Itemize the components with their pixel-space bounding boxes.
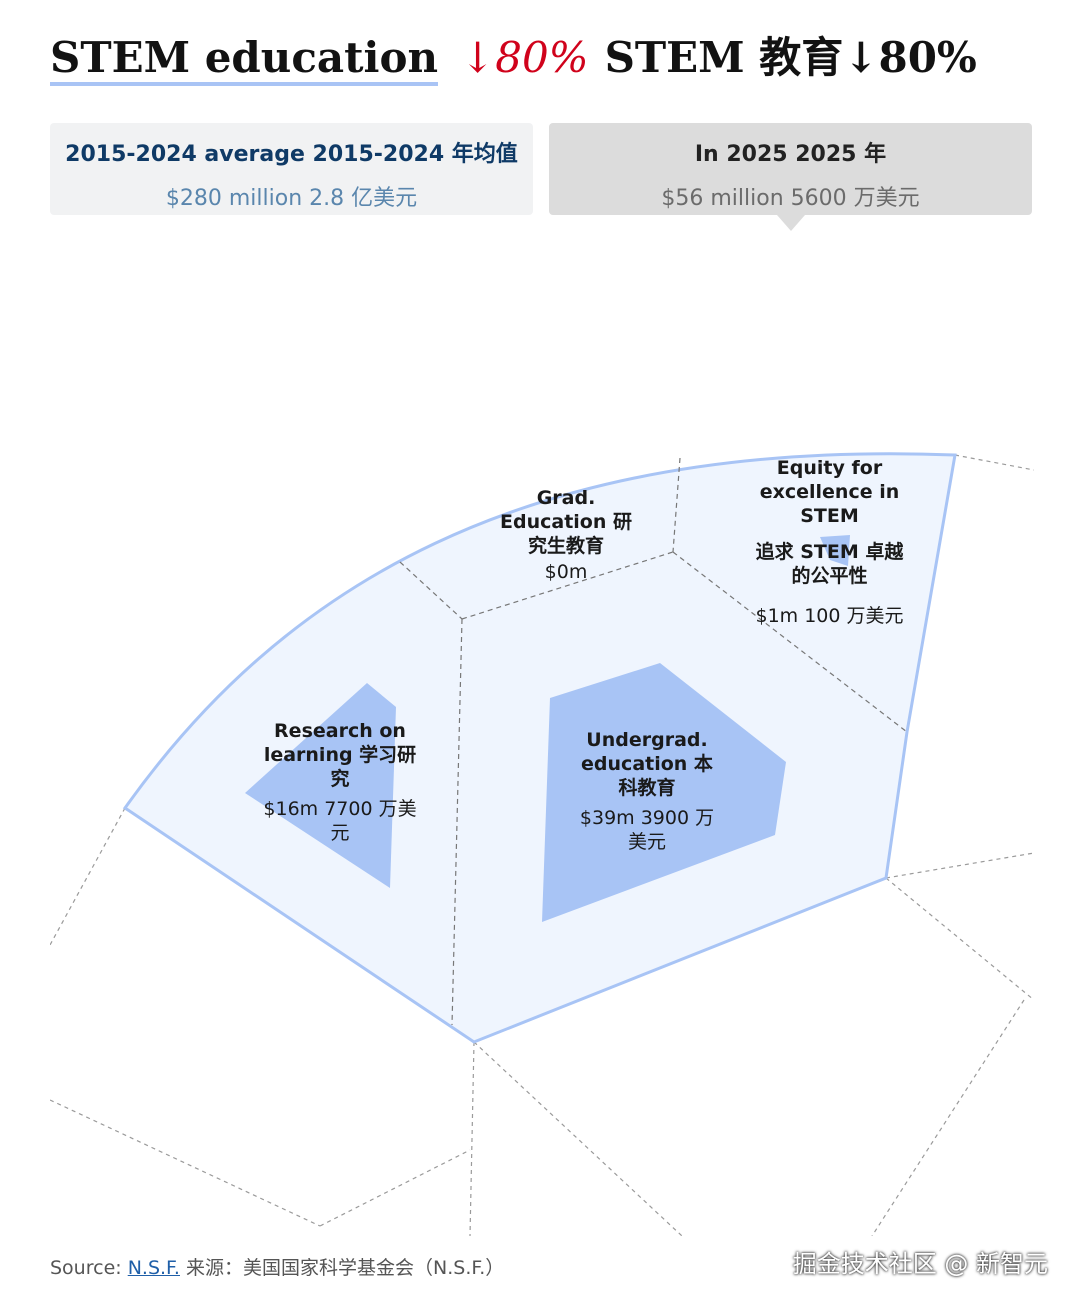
cell-name: Grad. Education 研究生教育 xyxy=(500,487,632,557)
cell-name: Equity for excellence in STEM xyxy=(759,457,900,527)
source-rest: 来源：美国国家科学基金会（N.S.F.） xyxy=(179,1257,505,1279)
source-link[interactable]: N.S.F. xyxy=(127,1257,180,1279)
cell-name: Undergrad. education 本科教育 xyxy=(581,729,713,799)
neighbor-cell-lines xyxy=(50,454,1034,1236)
cell-label-research-on-learning: Research on learning 学习研究 $16m 7700 万美元 xyxy=(260,719,420,845)
tab-value: $280 million 2.8 亿美元 xyxy=(165,186,418,211)
tab-2025[interactable]: In 2025 2025 年 $56 million 5600 万美元 xyxy=(549,123,1032,215)
source-prefix: Source: xyxy=(50,1257,128,1279)
chart-title: STEM education ↓80% STEM 教育↓80% xyxy=(50,24,977,86)
stem-education-cell xyxy=(122,452,957,1044)
title-zh: STEM 教育↓80% xyxy=(604,33,977,82)
tab-label: 2015-2024 average 2015-2024 年均值 xyxy=(65,142,518,167)
cell-name-zh: 追求 STEM 卓越的公平性 xyxy=(755,541,904,587)
tab-2015-2024-average[interactable]: 2015-2024 average 2015-2024 年均值 $280 mil… xyxy=(50,123,533,215)
selected-tab-pointer xyxy=(777,215,805,231)
program-boundaries xyxy=(399,457,908,1026)
cell-amount: $16m 7700 万美元 xyxy=(263,798,417,844)
watermark: 掘金技术社区 @ 新智元 xyxy=(792,1250,1048,1278)
tab-value: $56 million 5600 万美元 xyxy=(661,186,920,211)
value-shape-undergrad-education xyxy=(542,663,786,922)
source-note: Source: N.S.F. 来源：美国国家科学基金会（N.S.F.） xyxy=(50,1253,504,1280)
value-shape-research-on-learning xyxy=(245,683,396,888)
cell-label-undergrad-education: Undergrad. education 本科教育 $39m 3900 万美元 xyxy=(572,728,722,854)
cell-amount: $39m 3900 万美元 xyxy=(579,807,715,853)
value-shape-equity-for-excellence xyxy=(820,535,850,566)
tab-label: In 2025 2025 年 xyxy=(694,142,887,167)
title-en: STEM education xyxy=(50,33,439,86)
cell-name: Research on learning 学习研究 xyxy=(263,720,417,790)
cell-amount: $0m xyxy=(544,561,588,583)
cell-label-grad-education: Grad. Education 研究生教育 $0m xyxy=(496,486,636,584)
cell-label-equity-for-excellence: Equity for excellence in STEM 追求 STEM 卓越… xyxy=(752,456,907,628)
cell-amount: $1m 100 万美元 xyxy=(755,605,904,627)
change-percent: ↓80% xyxy=(460,33,589,82)
